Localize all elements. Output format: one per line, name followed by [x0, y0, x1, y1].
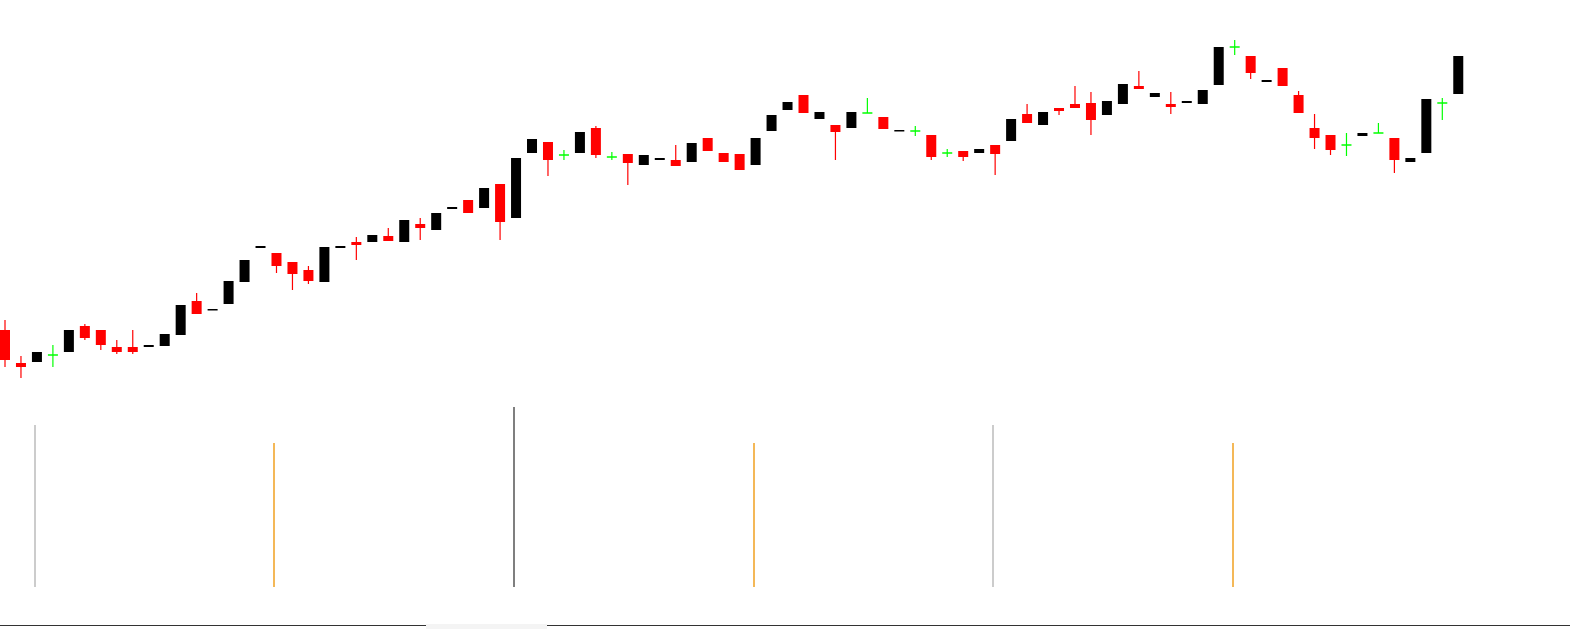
candle-body: [1437, 102, 1448, 104]
candle-body: [479, 188, 490, 208]
candle-body: [654, 158, 665, 160]
candle-body: [958, 151, 969, 157]
candle-body: [415, 224, 426, 228]
candle-body: [511, 158, 522, 218]
candle-body: [127, 347, 138, 352]
candle-body: [1405, 158, 1416, 162]
candle-body: [1341, 144, 1352, 146]
candle-body: [750, 138, 761, 165]
candle-body: [15, 363, 26, 367]
candle-body: [527, 139, 538, 153]
candle-body: [95, 330, 106, 345]
scroll-thumb[interactable]: [426, 624, 547, 629]
candle-body: [159, 334, 170, 346]
candle-body: [463, 200, 474, 213]
candle-body: [1309, 128, 1320, 138]
candle-body: [191, 301, 202, 314]
candle-body: [271, 253, 282, 266]
candle-body: [878, 117, 889, 129]
candle-body: [31, 352, 42, 362]
candle-body: [1293, 95, 1304, 113]
candle-body: [207, 309, 218, 311]
candle-body: [1133, 86, 1144, 89]
candle-body: [111, 347, 122, 352]
candle-body: [367, 235, 378, 242]
candle-body: [670, 160, 681, 166]
candle-body: [47, 354, 58, 356]
candle-body: [814, 112, 825, 119]
candle-body: [926, 135, 937, 157]
scrollbar: [0, 624, 1570, 629]
candle-body: [1389, 138, 1400, 160]
candle-body: [1054, 108, 1065, 111]
candle-body: [558, 154, 569, 156]
candle-body: [79, 326, 90, 338]
candle-body: [1261, 80, 1272, 82]
candle-body: [574, 132, 585, 153]
candle-body: [1038, 112, 1049, 125]
candle-body: [223, 281, 234, 304]
candle-body: [255, 246, 266, 248]
candle-body: [63, 330, 74, 352]
candle-body: [1213, 47, 1224, 85]
candle-body: [1149, 93, 1160, 97]
candle-body: [175, 305, 186, 335]
candle-body: [1117, 84, 1128, 104]
candle-body: [702, 138, 713, 151]
candle-body: [1069, 104, 1080, 108]
candle-body: [846, 112, 857, 128]
candle-body: [1197, 90, 1208, 104]
candle-body: [1373, 132, 1384, 134]
candle-body: [1357, 133, 1368, 136]
candle-body: [303, 270, 314, 281]
candle-body: [622, 154, 633, 163]
candle-body: [990, 145, 1001, 154]
candle-body: [431, 213, 442, 230]
candle-body: [542, 142, 553, 160]
candle-body: [894, 130, 905, 132]
candle-body: [143, 345, 154, 347]
candle-body: [1245, 56, 1256, 73]
candle-body: [942, 152, 953, 154]
candle-body: [718, 153, 729, 162]
candle-body: [606, 156, 617, 158]
candle-body: [335, 246, 346, 248]
candle-body: [1085, 103, 1096, 120]
candle-body: [399, 220, 410, 242]
candle-body: [974, 149, 985, 153]
candle-body: [638, 155, 649, 165]
candle-body: [766, 115, 777, 131]
candle-body: [447, 207, 458, 209]
separators: [34, 407, 1234, 587]
candle-body: [351, 242, 362, 245]
candle-body: [1277, 68, 1288, 86]
candle-body: [734, 154, 745, 170]
candle-body: [798, 95, 809, 113]
candle-body: [686, 143, 697, 162]
candle-body: [1229, 46, 1240, 48]
candle-body: [1006, 119, 1017, 141]
candle-body: [830, 125, 841, 132]
candle-body: [495, 184, 506, 222]
candle-body: [1453, 56, 1464, 94]
candle-body: [383, 236, 394, 241]
candle-body: [1421, 99, 1432, 153]
candle-body: [319, 247, 330, 282]
candle-body: [1022, 114, 1033, 123]
candle-body: [590, 128, 601, 155]
candle-body: [1101, 101, 1112, 115]
candle-body: [239, 260, 250, 282]
candle-body: [862, 112, 873, 114]
candle-body: [782, 102, 793, 110]
candle-body: [1181, 101, 1192, 103]
candle-body: [910, 130, 921, 132]
candle-body: [1165, 104, 1176, 107]
candle-body: [1325, 135, 1336, 150]
candle-body: [0, 330, 10, 360]
candle-body: [287, 262, 298, 274]
